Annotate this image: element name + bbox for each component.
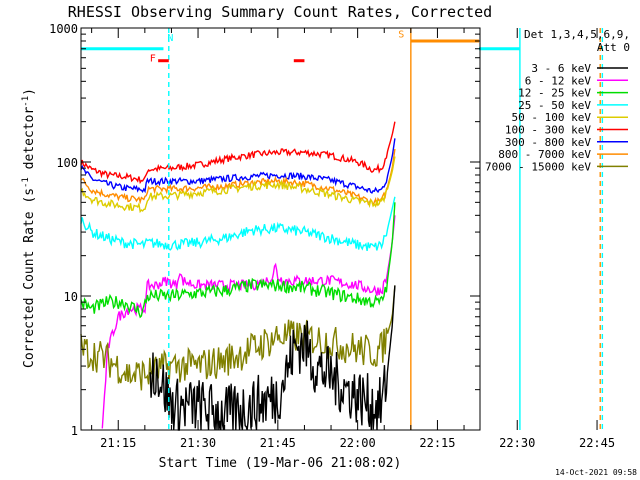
- legend-header-attenuator: Att 0: [597, 41, 630, 54]
- legend-entry-label: 50 - 100 keV: [512, 111, 592, 124]
- series-line: [80, 285, 396, 391]
- x-tick-label: 22:30: [499, 436, 535, 450]
- y-axis-label-sup2: -1: [21, 96, 31, 107]
- series-line: [80, 196, 396, 252]
- x-tick-label: 21:30: [180, 436, 216, 450]
- x-tick-label: 21:15: [100, 436, 136, 450]
- legend-entry-label: 7000 - 15000 keV: [485, 160, 591, 173]
- marker-label: S: [398, 29, 404, 40]
- y-axis-label-end: ): [22, 88, 37, 96]
- y-tick-label: 10: [64, 290, 78, 304]
- legend-entry-label: 6 - 12 keV: [525, 74, 592, 87]
- legend-entry-label: 800 - 7000 keV: [498, 148, 591, 161]
- series-layer: [80, 121, 396, 431]
- axes: 1 10 100 1000 21:15 21:30 21:45 22:00 22:15 22:30…: [49, 22, 615, 450]
- overlay-layer: FN S: [81, 28, 604, 430]
- series-line: [80, 202, 396, 319]
- y-tick-label: 1000: [49, 22, 78, 36]
- marker-label: F: [150, 54, 156, 65]
- y-tick-label: 1: [71, 424, 78, 438]
- legend-header-detectors: Det 1,3,4,5,6,9,: [524, 28, 630, 41]
- series-line: [149, 285, 396, 431]
- y-axis-label: Corrected Count Rate (s-1 detector-1): [21, 88, 37, 368]
- legend-entry-label: 3 - 6 keV: [531, 62, 591, 75]
- x-axis-label: Start Time (19-Mar-06 21:08:02): [159, 456, 402, 471]
- series-line: [80, 121, 396, 185]
- y-tick-label: 100: [56, 156, 78, 170]
- y-axis-label-main: Corrected Count Rate (s: [22, 188, 37, 368]
- chart-title: RHESSI Observing Summary Count Rates, Co…: [68, 3, 492, 21]
- legend-entry-label: 25 - 50 keV: [518, 99, 591, 112]
- x-tick-label: 22:15: [419, 436, 455, 450]
- footer-timestamp: 14-Oct-2021 09:58: [555, 468, 637, 477]
- y-axis-label-sup1: -1: [21, 177, 31, 188]
- series-line: [101, 215, 396, 429]
- plot-frame: [80, 27, 481, 431]
- series-line: [80, 156, 396, 214]
- marker-label: N: [167, 33, 173, 44]
- y-axis-label-mid: detector: [22, 107, 37, 178]
- x-tick-label: 22:45: [579, 436, 615, 450]
- series-line: [80, 138, 396, 194]
- legend-entry-label: 12 - 25 keV: [518, 87, 591, 100]
- x-tick-label: 22:00: [340, 436, 376, 450]
- legend-entry-label: 100 - 300 keV: [505, 124, 591, 137]
- series-line: [80, 148, 396, 208]
- legend-entry-label: 300 - 800 keV: [505, 136, 591, 149]
- x-tick-label: 21:45: [260, 436, 296, 450]
